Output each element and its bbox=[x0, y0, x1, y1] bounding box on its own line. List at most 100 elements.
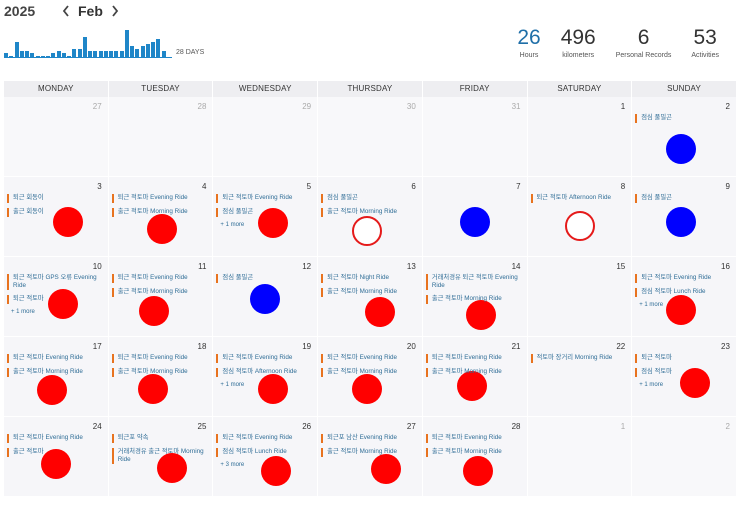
activity-dot-blue[interactable] bbox=[250, 284, 281, 314]
activity-dot-red[interactable] bbox=[258, 208, 289, 238]
activity-link[interactable]: 출근 적토마 Morning Ride bbox=[321, 448, 416, 457]
activity-link[interactable]: 퇴근 적토마 Evening Ride bbox=[111, 354, 207, 363]
activity-link[interactable]: 출근 적토마 Morning Ride bbox=[111, 368, 207, 377]
calendar-day[interactable]: 24 퇴근 적토마 Evening Ride 출근 적토마 bbox=[4, 417, 109, 497]
activity-dot-red[interactable] bbox=[48, 289, 78, 319]
calendar-day[interactable]: 25 퇴근포 약속 거래처경유 출근 적토마 Morning Ride bbox=[108, 417, 214, 497]
activity-dot-red[interactable] bbox=[261, 456, 292, 486]
activity-link[interactable]: 퇴근 적토마 bbox=[7, 295, 102, 304]
calendar-day[interactable]: 1 bbox=[527, 417, 633, 497]
activity-link[interactable]: 거래처경유 퇴근 적토마 Evening Ride bbox=[425, 274, 521, 290]
activity-link[interactable]: 점심 적토마 Lunch Ride bbox=[216, 448, 311, 457]
activity-link[interactable]: 퇴근 적토마 Evening Ride bbox=[216, 354, 311, 363]
activity-link[interactable]: 퇴근포 약속 bbox=[111, 434, 207, 443]
more-activities-link[interactable]: + 1 more bbox=[220, 382, 245, 388]
activity-dot-red[interactable] bbox=[371, 454, 402, 484]
more-activities-link[interactable]: + 1 more bbox=[220, 222, 245, 228]
calendar-day[interactable]: 5 퇴근 적토마 Evening Ride 점심 풀밀곤 + 1 more bbox=[213, 177, 319, 257]
calendar-day[interactable]: 3 퇴근 회동이 출근 회동이 bbox=[4, 177, 109, 257]
activity-dot-red[interactable] bbox=[37, 375, 67, 405]
more-activities-link[interactable]: + 3 more bbox=[220, 462, 245, 468]
activity-link[interactable]: 점심 풀밀곤 bbox=[321, 194, 416, 203]
activity-dot-blue[interactable] bbox=[666, 207, 697, 237]
activity-link[interactable]: 퇴근 적토마 Evening Ride bbox=[425, 354, 521, 363]
activity-link[interactable]: 출근 적토마 Morning Ride bbox=[321, 368, 416, 377]
activity-link[interactable]: 퇴근포 남산 Evening Ride bbox=[321, 434, 416, 443]
calendar-day[interactable]: 28 퇴근 적토마 Evening Ride 출근 적토마 Morning Ride bbox=[422, 417, 528, 497]
activity-dot-red[interactable] bbox=[138, 296, 169, 326]
calendar-day[interactable]: 15 bbox=[527, 257, 633, 337]
activity-dot-red[interactable] bbox=[465, 300, 496, 330]
activity-link[interactable]: 퇴근 적토마 Evening Ride bbox=[216, 434, 311, 443]
activity-link[interactable]: 퇴근 적토마 GPS 오류 Evening Ride bbox=[7, 274, 102, 290]
calendar-day[interactable]: 9 점심 풀밀곤 bbox=[632, 177, 737, 257]
activity-dot-red[interactable] bbox=[365, 297, 396, 327]
activity-link[interactable]: 점심 적토마 bbox=[635, 368, 730, 377]
activity-link[interactable]: 퇴근 적토마 Night Ride bbox=[321, 274, 416, 283]
activity-link[interactable]: 출근 적토마 Morning Ride bbox=[425, 368, 521, 377]
activity-dot-red[interactable] bbox=[156, 453, 187, 483]
calendar-day[interactable]: 11 퇴근 적토마 Evening Ride 출근 적토마 Morning Ride bbox=[108, 257, 214, 337]
activity-dot-red[interactable] bbox=[456, 371, 487, 401]
calendar-day[interactable]: 10 퇴근 적토마 GPS 오류 Evening Ride 퇴근 적토마 + 1 mo… bbox=[4, 257, 109, 337]
activity-dot-red[interactable] bbox=[41, 449, 71, 479]
calendar-day[interactable]: 22 적토마 장거리 Morning Ride bbox=[527, 337, 633, 417]
calendar-day[interactable]: 13 퇴근 적토마 Night Ride 출근 적토마 Morning Ride bbox=[318, 257, 423, 337]
activity-link[interactable]: 퇴근 적토마 Evening Ride bbox=[111, 274, 207, 283]
activity-link[interactable]: 출근 적토마 bbox=[7, 448, 102, 457]
prev-month-button[interactable] bbox=[60, 2, 72, 20]
calendar-day[interactable]: 2 bbox=[632, 417, 737, 497]
activity-link[interactable]: 출근 적토마 Morning Ride bbox=[7, 368, 102, 377]
activity-link[interactable]: 거래처경유 출근 적토마 Morning Ride bbox=[111, 448, 207, 464]
activity-dot-blue[interactable] bbox=[459, 207, 490, 237]
activity-link[interactable]: 퇴근 적토마 Evening Ride bbox=[635, 274, 730, 283]
activity-link[interactable]: 퇴근 회동이 bbox=[7, 194, 102, 203]
calendar-day[interactable]: 1 bbox=[527, 97, 633, 177]
activity-link[interactable]: 출근 적토마 Morning Ride bbox=[321, 288, 416, 297]
calendar-day[interactable]: 8 퇴근 적토마 Afternoon Ride bbox=[527, 177, 633, 257]
calendar-day[interactable]: 19 퇴근 적토마 Evening Ride 점심 적토마 Afternoon Ri… bbox=[213, 337, 319, 417]
activity-link[interactable]: 출근 적토마 Morning Ride bbox=[425, 448, 521, 457]
activity-link[interactable]: 퇴근 적토마 Evening Ride bbox=[425, 434, 521, 443]
calendar-day[interactable]: 29 bbox=[213, 97, 319, 177]
activity-dot-red[interactable] bbox=[146, 214, 177, 244]
activity-link[interactable]: 점심 풀밀곤 bbox=[216, 208, 311, 217]
activity-link[interactable]: 점심 풀밀곤 bbox=[635, 194, 730, 203]
calendar-day[interactable]: 30 bbox=[318, 97, 423, 177]
activity-link[interactable]: 퇴근 적토마 Evening Ride bbox=[321, 354, 416, 363]
activity-link[interactable]: 점심 풀밀곤 bbox=[635, 114, 730, 123]
activity-link[interactable]: 점심 적토마 Lunch Ride bbox=[635, 288, 730, 297]
activity-link[interactable]: 출근 적토마 Morning Ride bbox=[111, 288, 207, 297]
activity-dot-red[interactable] bbox=[53, 207, 83, 237]
calendar-day[interactable]: 2 점심 풀밀곤 bbox=[632, 97, 737, 177]
calendar-day[interactable]: 12 점심 풀밀곤 bbox=[213, 257, 319, 337]
calendar-day[interactable]: 14 거래처경유 퇴근 적토마 Evening Ride 출근 적토마 Mornin… bbox=[422, 257, 528, 337]
calendar-day[interactable]: 17 퇴근 적토마 Evening Ride 출근 적토마 Morning Ride bbox=[4, 337, 109, 417]
more-activities-link[interactable]: + 1 more bbox=[639, 302, 664, 308]
calendar-day[interactable]: 27 퇴근포 남산 Evening Ride 출근 적토마 Morning Ride bbox=[318, 417, 423, 497]
calendar-day[interactable]: 28 bbox=[108, 97, 214, 177]
more-activities-link[interactable]: + 1 more bbox=[639, 382, 664, 388]
activity-link[interactable]: 출근 적토마 Morning Ride bbox=[321, 208, 416, 217]
calendar-day[interactable]: 23 퇴근 적토마 점심 적토마 + 1 more bbox=[632, 337, 737, 417]
calendar-day[interactable]: 18 퇴근 적토마 Evening Ride 출근 적토마 Morning Ride bbox=[108, 337, 214, 417]
activity-link[interactable]: 점심 풀밀곤 bbox=[216, 274, 311, 283]
calendar-day[interactable]: 31 bbox=[422, 97, 528, 177]
calendar-day[interactable]: 16 퇴근 적토마 Evening Ride 점심 적토마 Lunch Ride + … bbox=[632, 257, 737, 337]
activity-link[interactable]: 출근 적토마 Morning Ride bbox=[111, 208, 207, 217]
activity-dot-red[interactable] bbox=[666, 295, 697, 325]
activity-link[interactable]: 출근 회동이 bbox=[7, 208, 102, 217]
activity-link[interactable]: 퇴근 적토마 Evening Ride bbox=[7, 434, 102, 443]
calendar-day[interactable]: 20 퇴근 적토마 Evening Ride 출근 적토마 Morning Ride bbox=[318, 337, 423, 417]
activity-dot-blue[interactable] bbox=[666, 134, 697, 164]
calendar-day[interactable]: 26 퇴근 적토마 Evening Ride 점심 적토마 Lunch Ride + … bbox=[213, 417, 319, 497]
activity-link[interactable]: 퇴근 적토마 bbox=[635, 354, 730, 363]
activity-dot-hollow[interactable] bbox=[352, 216, 383, 246]
activity-link[interactable]: 퇴근 적토마 Afternoon Ride bbox=[530, 194, 626, 203]
activity-dot-red[interactable] bbox=[258, 374, 289, 404]
activity-dot-red[interactable] bbox=[137, 374, 168, 404]
activity-dot-red[interactable] bbox=[680, 368, 711, 398]
calendar-day[interactable]: 4 퇴근 적토마 Evening Ride 출근 적토마 Morning Ride bbox=[108, 177, 214, 257]
activity-link[interactable]: 퇴근 적토마 Evening Ride bbox=[216, 194, 311, 203]
calendar-day[interactable]: 27 bbox=[4, 97, 109, 177]
